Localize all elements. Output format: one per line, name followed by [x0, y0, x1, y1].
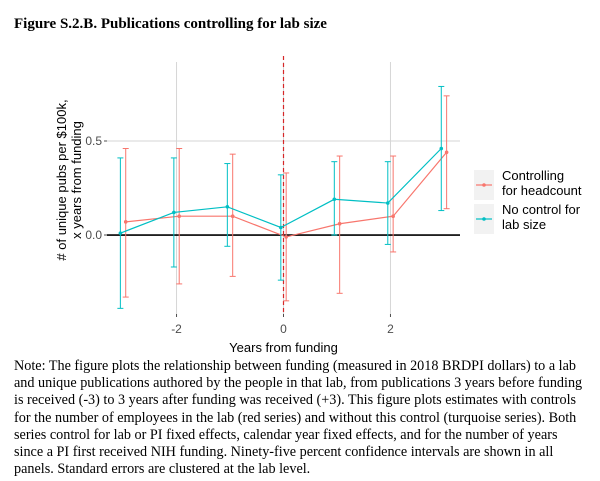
data-point: [172, 210, 176, 215]
data-point: [118, 231, 123, 235]
data-point: [385, 201, 390, 205]
x-tick-label: 0: [280, 322, 287, 336]
legend-key-point: [482, 217, 486, 221]
x-axis-title: Years from funding: [229, 340, 338, 355]
legend-key-point: [482, 183, 486, 187]
legend-label: Controlling for headcount: [502, 168, 582, 198]
legend-label-line: No control for: [502, 202, 581, 217]
data-point: [230, 214, 235, 219]
y-axis-title-line: # of unique pubs per $100k,: [54, 99, 69, 260]
y-tick-label: 0.0: [85, 228, 102, 242]
data-point: [284, 235, 288, 239]
data-point: [177, 214, 182, 219]
data-point: [444, 150, 449, 155]
data-point: [439, 146, 444, 151]
y-tick-label: 0.5: [85, 134, 102, 148]
data-point: [279, 225, 283, 230]
legend-label: No control for lab size: [502, 202, 581, 232]
data-point: [391, 214, 395, 219]
data-point: [337, 221, 342, 226]
x-tick-label: -2: [171, 322, 182, 336]
y-axis-title: # of unique pubs per $100k,x years from …: [54, 99, 84, 260]
legend-label-line: for headcount: [502, 183, 582, 198]
data-point: [225, 205, 230, 209]
series-no-control-lab-size: [117, 85, 445, 309]
x-axis: -2 0 2 Years from funding: [171, 314, 394, 355]
figure-note: Note: The figure plots the relationship …: [14, 358, 583, 478]
plot-panel: [107, 56, 460, 314]
y-axis-title-line: x years from funding: [69, 121, 84, 239]
legend: Controlling for headcount No control for la…: [474, 168, 582, 234]
data-point: [123, 220, 128, 224]
y-axis: 0.00.5# of unique pubs per $100k,x years…: [54, 99, 107, 261]
data-point: [332, 197, 337, 202]
x-tick-label: 2: [387, 322, 394, 336]
figure-title: Figure S.2.B. Publications controlling f…: [14, 16, 327, 32]
legend-label-line: Controlling: [502, 168, 564, 183]
legend-label-line: lab size: [502, 217, 546, 232]
series-controlling-headcount: [122, 95, 450, 302]
chart: 0.00.5# of unique pubs per $100k,x years…: [54, 56, 582, 355]
